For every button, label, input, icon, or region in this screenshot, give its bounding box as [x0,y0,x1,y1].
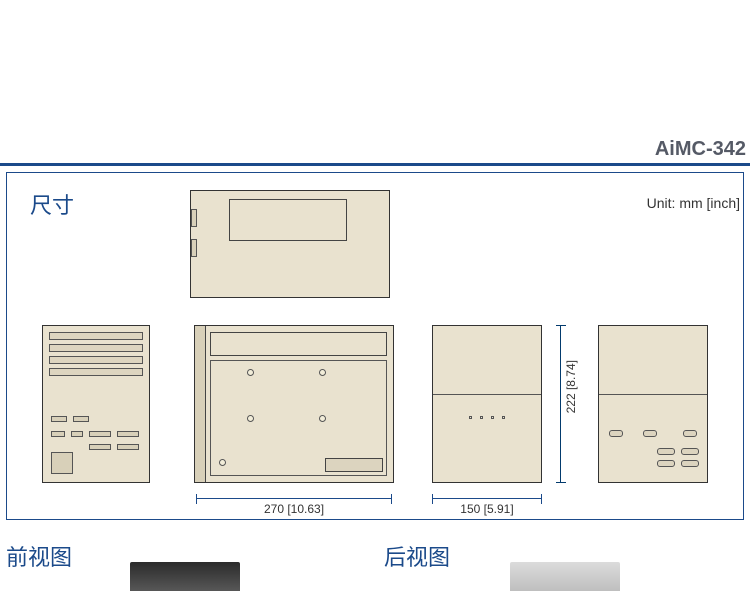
dim-label-width: 270 [10.63] [196,502,392,516]
front-indicators [433,406,541,424]
front-port [681,460,699,467]
io-port [71,431,83,437]
front-view-title: 前视图 [6,540,72,572]
mount-hole [247,415,254,422]
top-hinge [191,209,197,227]
drawing-front-view [598,325,708,483]
mount-hole [319,369,326,376]
front-port [683,430,697,437]
drawing-rear-view [42,325,150,483]
io-port [89,431,111,437]
drawing-top-view [190,190,390,298]
dimensions-title: 尺寸 [30,188,74,220]
io-port [51,416,67,422]
mount-hole [247,369,254,376]
drive-bay [210,332,387,356]
top-hinge [191,239,197,257]
model-name: AiMC-342 [655,138,746,160]
front-photo [130,562,240,591]
front-port [643,430,657,437]
expansion-slot [49,368,143,376]
rear-view-title: 后视图 [384,540,450,572]
dim-line-height [560,325,561,483]
brand-label [325,458,383,472]
front-port [657,460,675,467]
io-port [51,431,65,437]
mount-hole [219,459,226,466]
front-port [681,448,699,455]
dim-label-depth: 150 [5.91] [432,502,542,516]
front-door-split [599,394,707,395]
mount-hole [319,415,326,422]
dim-label-height: 222 [8.74] [564,360,578,413]
dim-line-depth [432,498,542,499]
io-port [73,416,89,422]
io-port [117,444,139,450]
rear-photo [510,562,620,591]
power-inlet [51,452,73,474]
expansion-slot [49,356,143,364]
dim-line-width [196,498,392,499]
front-port [657,448,675,455]
expansion-slot [49,344,143,352]
front-door-split [433,394,541,395]
expansion-slot [49,332,143,340]
io-port [117,431,139,437]
header-rule [0,163,750,166]
io-port [89,444,111,450]
front-port [609,430,623,437]
unit-label: Unit: mm [inch] [647,195,740,211]
drawing-front-view-dim [432,325,542,483]
drawing-side-open-view [194,325,394,483]
top-lid-outline [229,199,347,241]
